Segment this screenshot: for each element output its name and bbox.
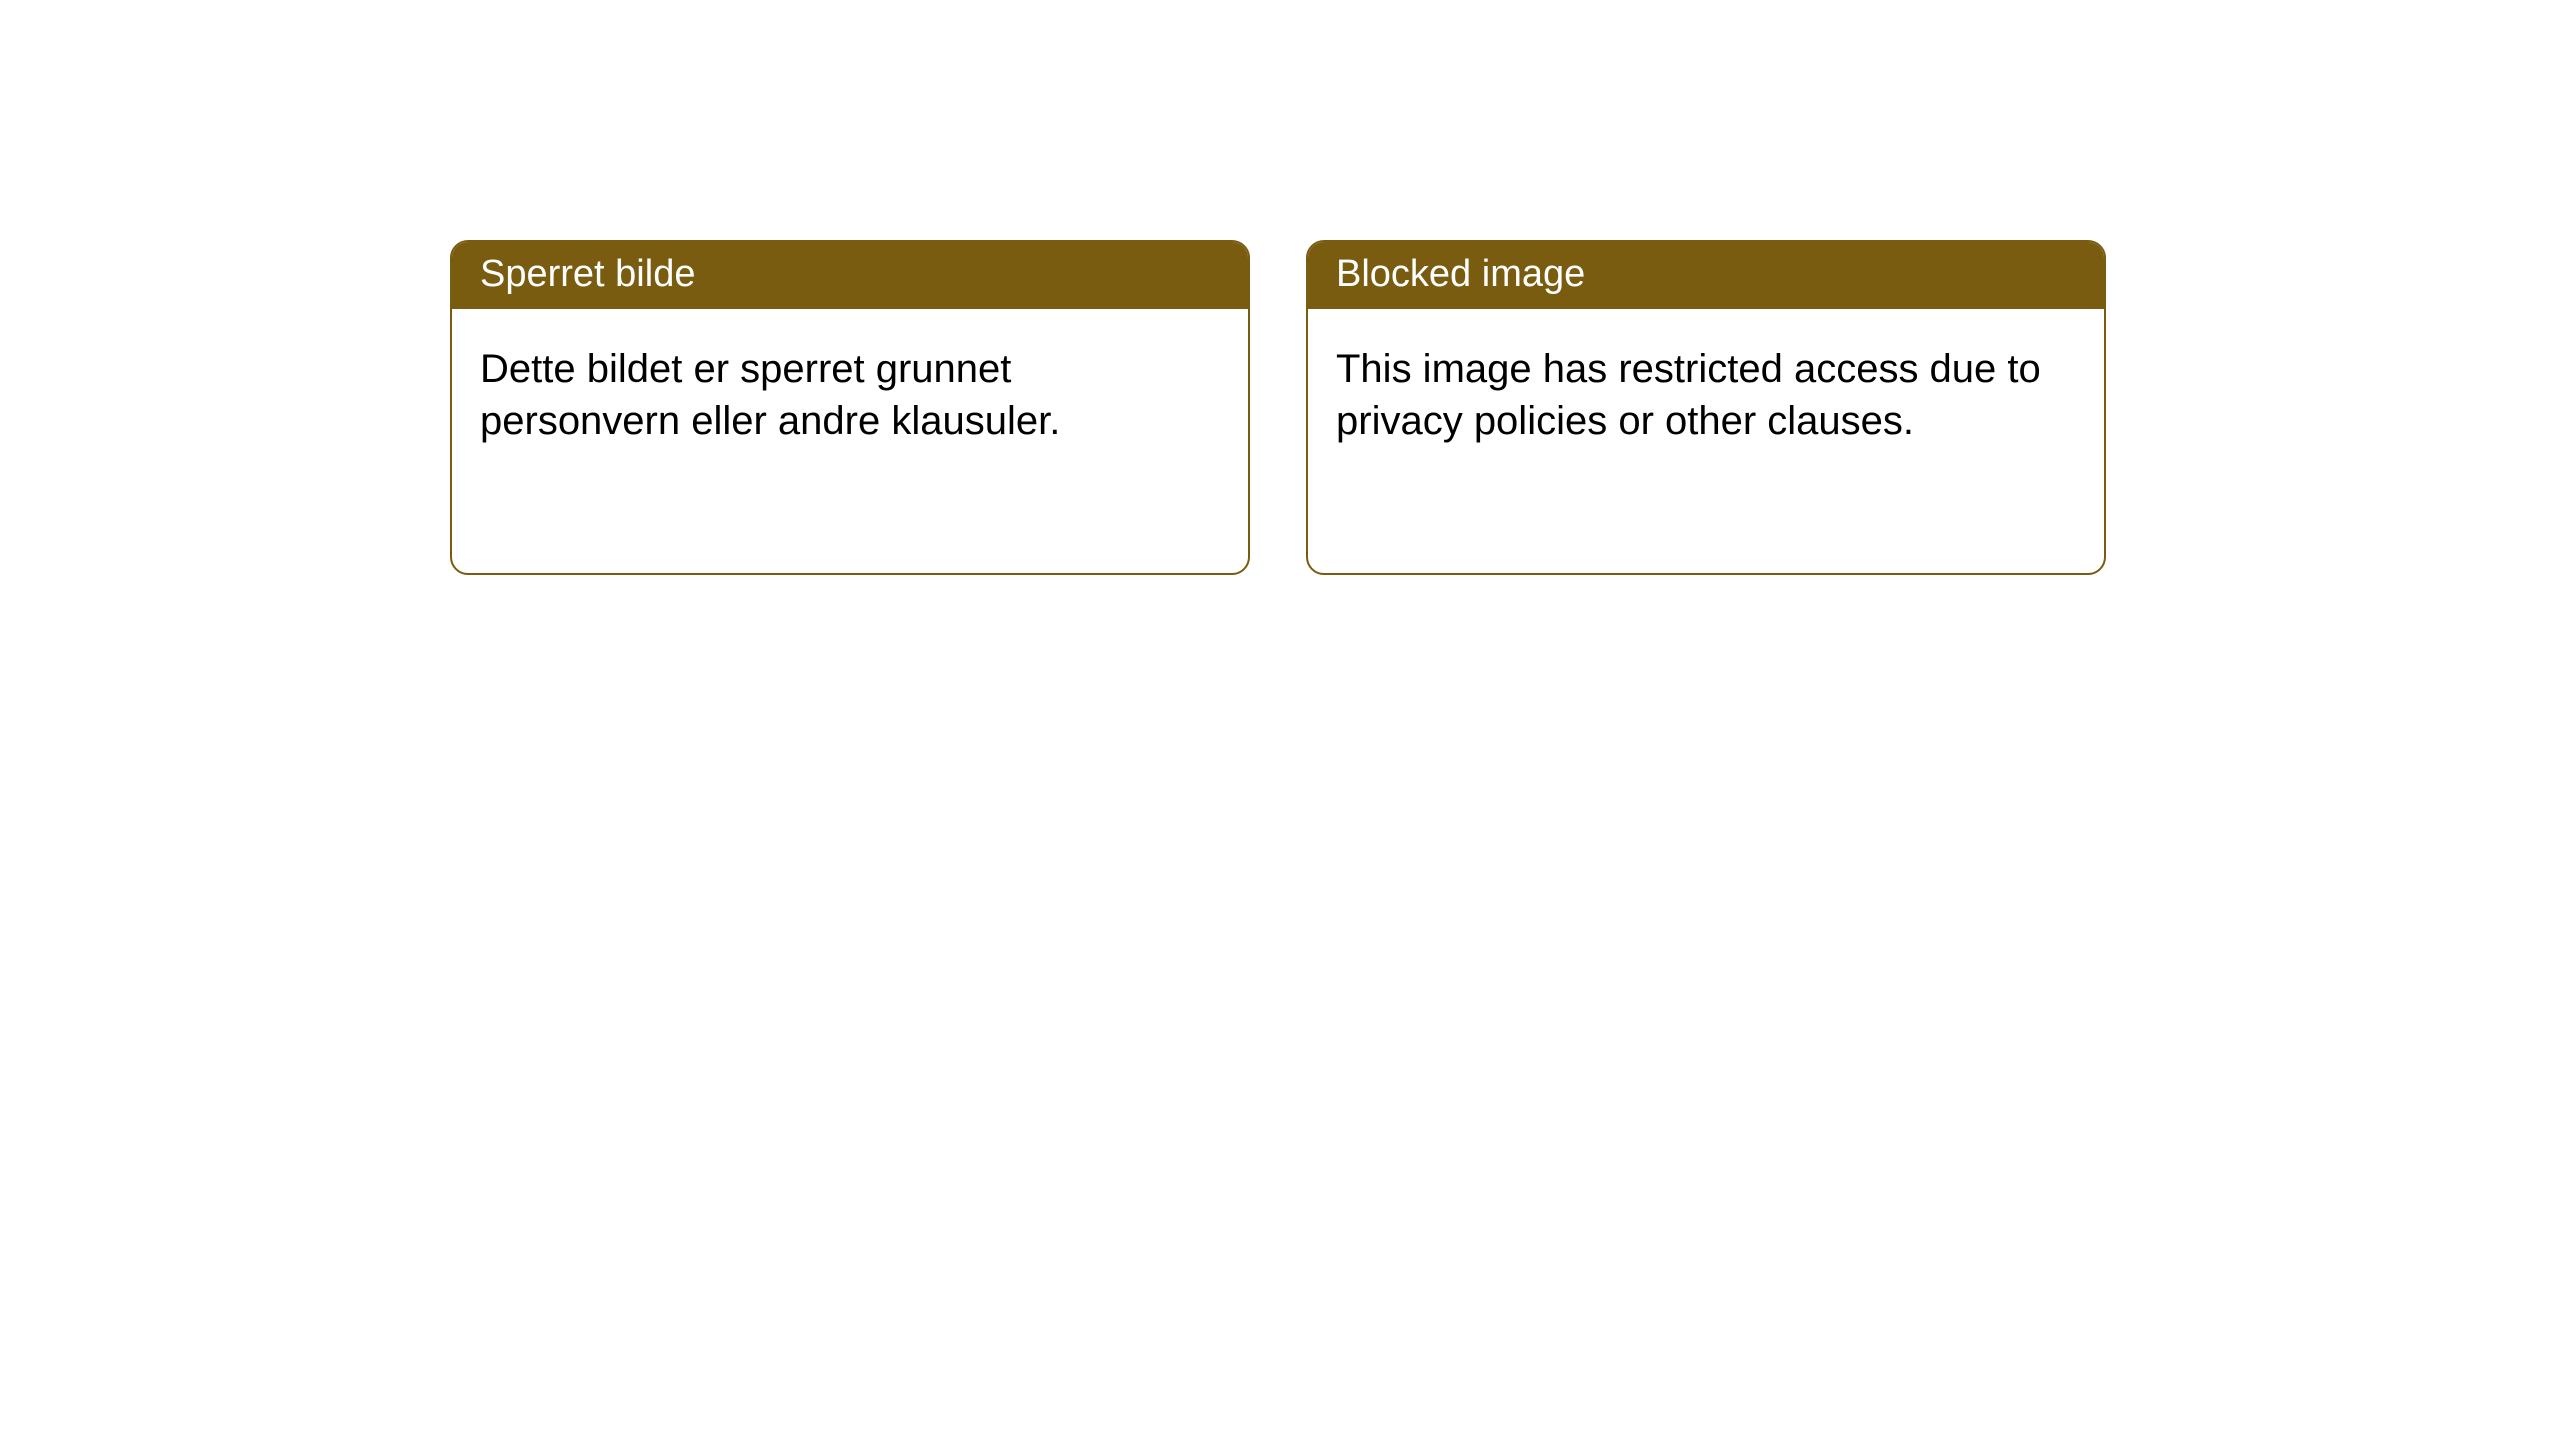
notice-header-english: Blocked image [1308, 242, 2104, 309]
notice-card-norwegian: Sperret bilde Dette bildet er sperret gr… [450, 240, 1250, 575]
notice-card-english: Blocked image This image has restricted … [1306, 240, 2106, 575]
notice-header-norwegian: Sperret bilde [452, 242, 1248, 309]
notice-body-norwegian: Dette bildet er sperret grunnet personve… [452, 309, 1248, 481]
notice-body-english: This image has restricted access due to … [1308, 309, 2104, 481]
notice-container: Sperret bilde Dette bildet er sperret gr… [0, 0, 2560, 575]
